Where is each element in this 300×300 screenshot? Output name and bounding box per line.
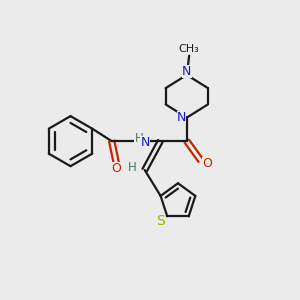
Text: N: N xyxy=(177,111,186,124)
Text: CH₃: CH₃ xyxy=(179,44,200,54)
Text: H: H xyxy=(134,132,143,145)
Text: O: O xyxy=(111,162,121,175)
Text: S: S xyxy=(156,214,165,228)
Text: H: H xyxy=(128,160,137,174)
Text: N: N xyxy=(182,65,191,78)
Text: N: N xyxy=(141,136,150,149)
Text: O: O xyxy=(202,157,212,170)
